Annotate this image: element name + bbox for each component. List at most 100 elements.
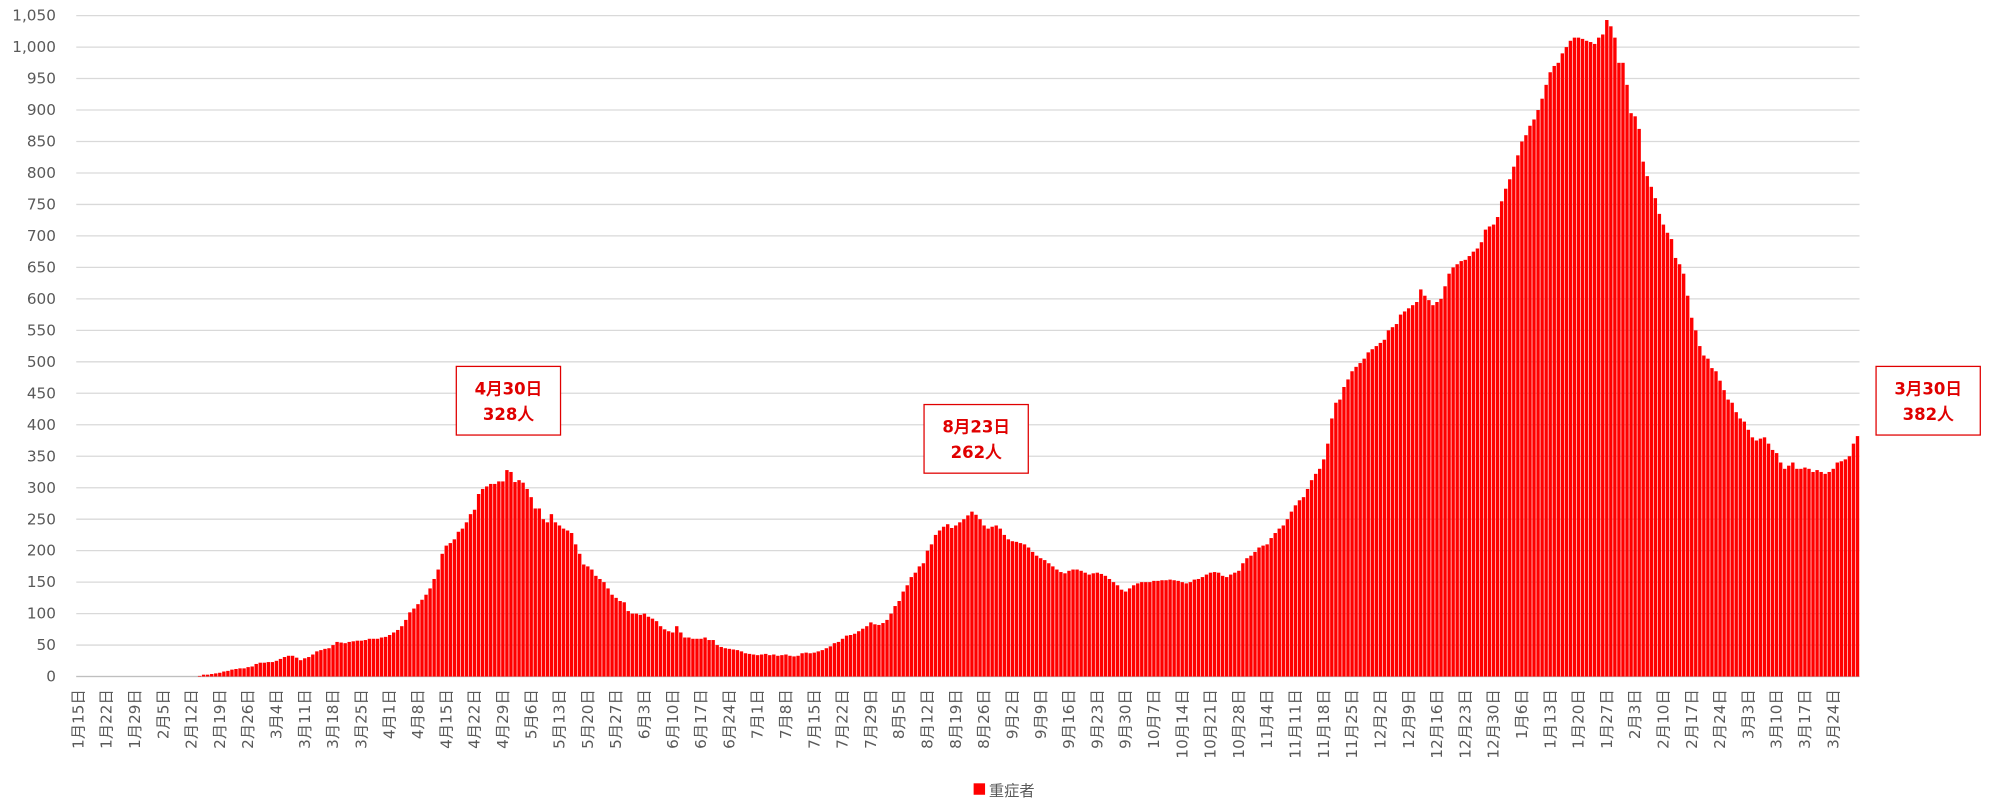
- bar: [675, 626, 679, 677]
- bar: [1499, 201, 1504, 677]
- bar: [1447, 273, 1451, 677]
- bar: [747, 653, 752, 677]
- bar: [800, 653, 804, 677]
- bar: [230, 669, 234, 677]
- bar: [1398, 314, 1403, 677]
- bar: [367, 638, 372, 677]
- bar: [565, 530, 570, 677]
- bar: [428, 588, 432, 677]
- bar: [832, 643, 837, 677]
- x-tick-label: 9月9日: [1032, 689, 1050, 739]
- bar: [1560, 53, 1565, 677]
- x-tick-label: 3月24日: [1824, 689, 1842, 749]
- bar: [1257, 547, 1261, 677]
- bar: [1528, 125, 1532, 677]
- bar: [1386, 330, 1391, 677]
- annotation-text: 328人: [483, 405, 534, 424]
- bar: [1657, 213, 1662, 677]
- bar: [1698, 346, 1702, 677]
- bar: [1774, 453, 1779, 677]
- bar: [1136, 583, 1140, 677]
- bar: [1204, 574, 1209, 677]
- x-tick-label: 6月17日: [692, 689, 710, 749]
- bar: [408, 612, 412, 677]
- bar: [1419, 289, 1423, 677]
- bar: [929, 544, 934, 677]
- bar: [274, 660, 279, 677]
- annotation-box: [923, 403, 1029, 474]
- bar: [962, 519, 966, 677]
- bar: [1309, 480, 1314, 677]
- bar: [828, 646, 833, 677]
- bar: [994, 525, 998, 677]
- x-tick-label: 10月28日: [1230, 689, 1248, 758]
- bar: [642, 613, 647, 677]
- bar: [1487, 226, 1492, 677]
- bar: [1006, 539, 1011, 677]
- x-tick-label: 2月17日: [1683, 689, 1701, 749]
- x-tick-label: 6月3日: [635, 689, 653, 739]
- bar: [1750, 437, 1755, 677]
- bar: [319, 650, 323, 677]
- bar: [1718, 380, 1722, 677]
- bar: [557, 525, 562, 677]
- bar: [448, 543, 453, 677]
- bar: [1067, 570, 1071, 677]
- bar: [1131, 585, 1136, 677]
- bar: [755, 655, 760, 677]
- bar: [759, 654, 764, 677]
- bar: [226, 670, 230, 677]
- x-tick-label: 1月13日: [1541, 689, 1559, 749]
- bar: [788, 655, 792, 677]
- bar: [545, 522, 550, 677]
- bar: [723, 648, 727, 677]
- bar: [214, 673, 218, 677]
- bar: [1766, 443, 1771, 677]
- bar: [452, 539, 457, 677]
- bar: [420, 599, 424, 677]
- annotation-text: 3月30日: [1894, 379, 1962, 398]
- bar: [804, 652, 808, 677]
- y-tick-label: 0: [46, 668, 56, 686]
- bar: [436, 569, 440, 677]
- x-tick-label: 8月19日: [947, 689, 965, 749]
- bar: [966, 515, 970, 677]
- bar: [1148, 582, 1152, 677]
- x-tick-label: 2月3日: [1626, 689, 1644, 739]
- bar: [1208, 572, 1213, 677]
- bar: [1536, 110, 1540, 677]
- bar: [1681, 273, 1686, 677]
- bar: [1479, 242, 1484, 677]
- bar: [610, 594, 614, 677]
- y-tick-label: 400: [27, 416, 56, 434]
- bar: [1366, 352, 1370, 677]
- x-tick-label: 4月8日: [409, 689, 427, 739]
- bar: [1184, 583, 1188, 677]
- x-tick-label: 7月8日: [777, 689, 795, 739]
- x-tick-label: 3月10日: [1768, 689, 1786, 749]
- bar: [857, 631, 861, 677]
- bar: [1819, 471, 1823, 677]
- bar: [569, 533, 574, 677]
- bar: [1346, 379, 1350, 677]
- bar: [1649, 186, 1653, 677]
- bar: [1225, 577, 1229, 677]
- bar: [549, 514, 554, 677]
- bar: [1823, 473, 1827, 677]
- bar: [893, 606, 897, 677]
- x-tick-label: 5月27日: [607, 689, 625, 749]
- bar: [1144, 582, 1148, 677]
- x-tick-label: 1月22日: [98, 689, 116, 749]
- x-tick-label: 12月16日: [1428, 689, 1446, 758]
- x-tick-label: 7月22日: [834, 689, 852, 749]
- bar: [1172, 580, 1176, 677]
- bar: [634, 613, 639, 677]
- bar: [1160, 580, 1164, 677]
- bar: [1338, 399, 1342, 677]
- bar: [396, 629, 400, 677]
- y-tick-label: 800: [27, 164, 56, 182]
- bar: [824, 648, 829, 677]
- bar: [905, 585, 909, 677]
- bar: [1568, 40, 1573, 677]
